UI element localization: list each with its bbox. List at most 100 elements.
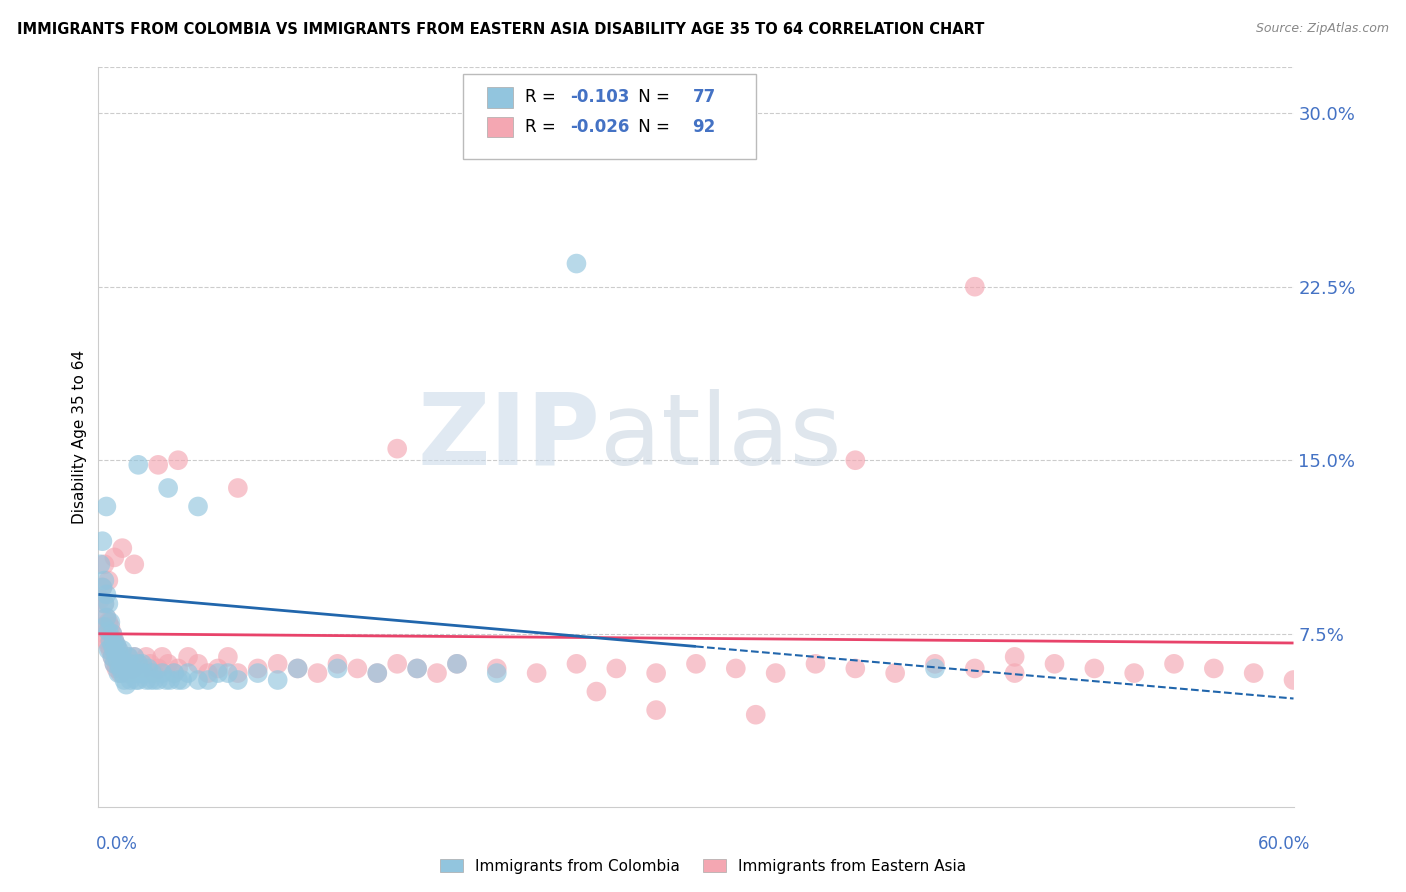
Point bbox=[924, 661, 946, 675]
FancyBboxPatch shape bbox=[486, 117, 513, 137]
Point bbox=[89, 592, 111, 607]
Point bbox=[127, 657, 149, 671]
Point bbox=[97, 643, 120, 657]
Point bbox=[98, 620, 122, 634]
Point bbox=[112, 673, 135, 687]
Legend: Immigrants from Colombia, Immigrants from Eastern Asia: Immigrants from Colombia, Immigrants fro… bbox=[434, 853, 972, 880]
Point bbox=[217, 649, 239, 664]
Point bbox=[127, 458, 149, 472]
Point bbox=[226, 481, 249, 495]
Point bbox=[157, 481, 180, 495]
Point bbox=[177, 649, 200, 664]
Point bbox=[1083, 661, 1105, 675]
Point bbox=[97, 638, 120, 652]
Point bbox=[844, 453, 866, 467]
Point bbox=[366, 666, 388, 681]
Point bbox=[226, 666, 249, 681]
Point bbox=[187, 673, 209, 687]
Text: 77: 77 bbox=[692, 88, 716, 106]
Point bbox=[246, 661, 269, 675]
Point bbox=[1123, 666, 1146, 681]
Point bbox=[97, 615, 120, 630]
Point bbox=[111, 541, 134, 555]
Point bbox=[406, 661, 429, 675]
Point bbox=[125, 673, 148, 687]
Point bbox=[159, 673, 181, 687]
Text: R =: R = bbox=[524, 88, 561, 106]
Point bbox=[150, 649, 173, 664]
Point bbox=[565, 256, 588, 270]
Point bbox=[267, 657, 290, 671]
Point bbox=[148, 458, 170, 472]
Point bbox=[103, 657, 125, 671]
Point bbox=[187, 657, 209, 671]
Point bbox=[326, 657, 349, 671]
Point bbox=[131, 661, 153, 675]
Point bbox=[172, 673, 194, 687]
Point bbox=[187, 500, 209, 514]
Point bbox=[96, 587, 118, 601]
Text: atlas: atlas bbox=[600, 389, 842, 485]
Point bbox=[124, 558, 146, 572]
Point bbox=[111, 666, 134, 681]
Point bbox=[91, 581, 114, 595]
Text: N =: N = bbox=[633, 118, 675, 136]
Point bbox=[97, 597, 120, 611]
Point bbox=[426, 666, 449, 681]
Point bbox=[120, 657, 142, 671]
Point bbox=[93, 558, 115, 572]
Point bbox=[115, 661, 138, 675]
Point bbox=[148, 673, 170, 687]
Point bbox=[150, 666, 173, 681]
Point bbox=[155, 673, 177, 687]
Point bbox=[163, 666, 186, 681]
Point bbox=[110, 649, 132, 664]
Point bbox=[96, 633, 118, 648]
Point bbox=[143, 666, 166, 681]
Point bbox=[103, 643, 125, 657]
Point bbox=[107, 643, 129, 657]
FancyBboxPatch shape bbox=[486, 87, 513, 108]
Point bbox=[406, 661, 429, 675]
Point bbox=[366, 666, 388, 681]
Point bbox=[117, 666, 139, 681]
Point bbox=[105, 638, 128, 652]
Point bbox=[446, 657, 468, 671]
Point bbox=[110, 666, 132, 681]
Point bbox=[115, 661, 138, 675]
Point bbox=[120, 673, 142, 687]
Text: ZIP: ZIP bbox=[418, 389, 600, 485]
Point bbox=[924, 657, 946, 671]
Point bbox=[111, 661, 134, 675]
Point bbox=[98, 633, 122, 648]
Point bbox=[105, 638, 128, 652]
Point bbox=[93, 597, 115, 611]
Point bbox=[117, 649, 139, 664]
Point bbox=[124, 666, 146, 681]
Point bbox=[124, 649, 146, 664]
Point bbox=[1004, 666, 1026, 681]
Y-axis label: Disability Age 35 to 64: Disability Age 35 to 64 bbox=[72, 350, 87, 524]
Point bbox=[804, 657, 827, 671]
Point bbox=[585, 684, 607, 698]
Point bbox=[167, 453, 190, 467]
Point bbox=[148, 661, 170, 675]
Text: 60.0%: 60.0% bbox=[1258, 835, 1310, 853]
Point bbox=[136, 661, 159, 675]
Point bbox=[884, 666, 907, 681]
Point bbox=[121, 666, 143, 681]
Point bbox=[1004, 649, 1026, 664]
Point bbox=[605, 661, 627, 675]
Text: -0.026: -0.026 bbox=[571, 118, 630, 136]
Point bbox=[485, 666, 508, 681]
Point bbox=[103, 633, 125, 648]
Point bbox=[98, 615, 122, 630]
Point bbox=[96, 610, 118, 624]
Text: N =: N = bbox=[633, 88, 675, 106]
Point bbox=[139, 673, 162, 687]
Point bbox=[197, 673, 219, 687]
Text: 0.0%: 0.0% bbox=[96, 835, 138, 853]
Point bbox=[565, 657, 588, 671]
Point bbox=[112, 657, 135, 671]
Point bbox=[127, 657, 149, 671]
